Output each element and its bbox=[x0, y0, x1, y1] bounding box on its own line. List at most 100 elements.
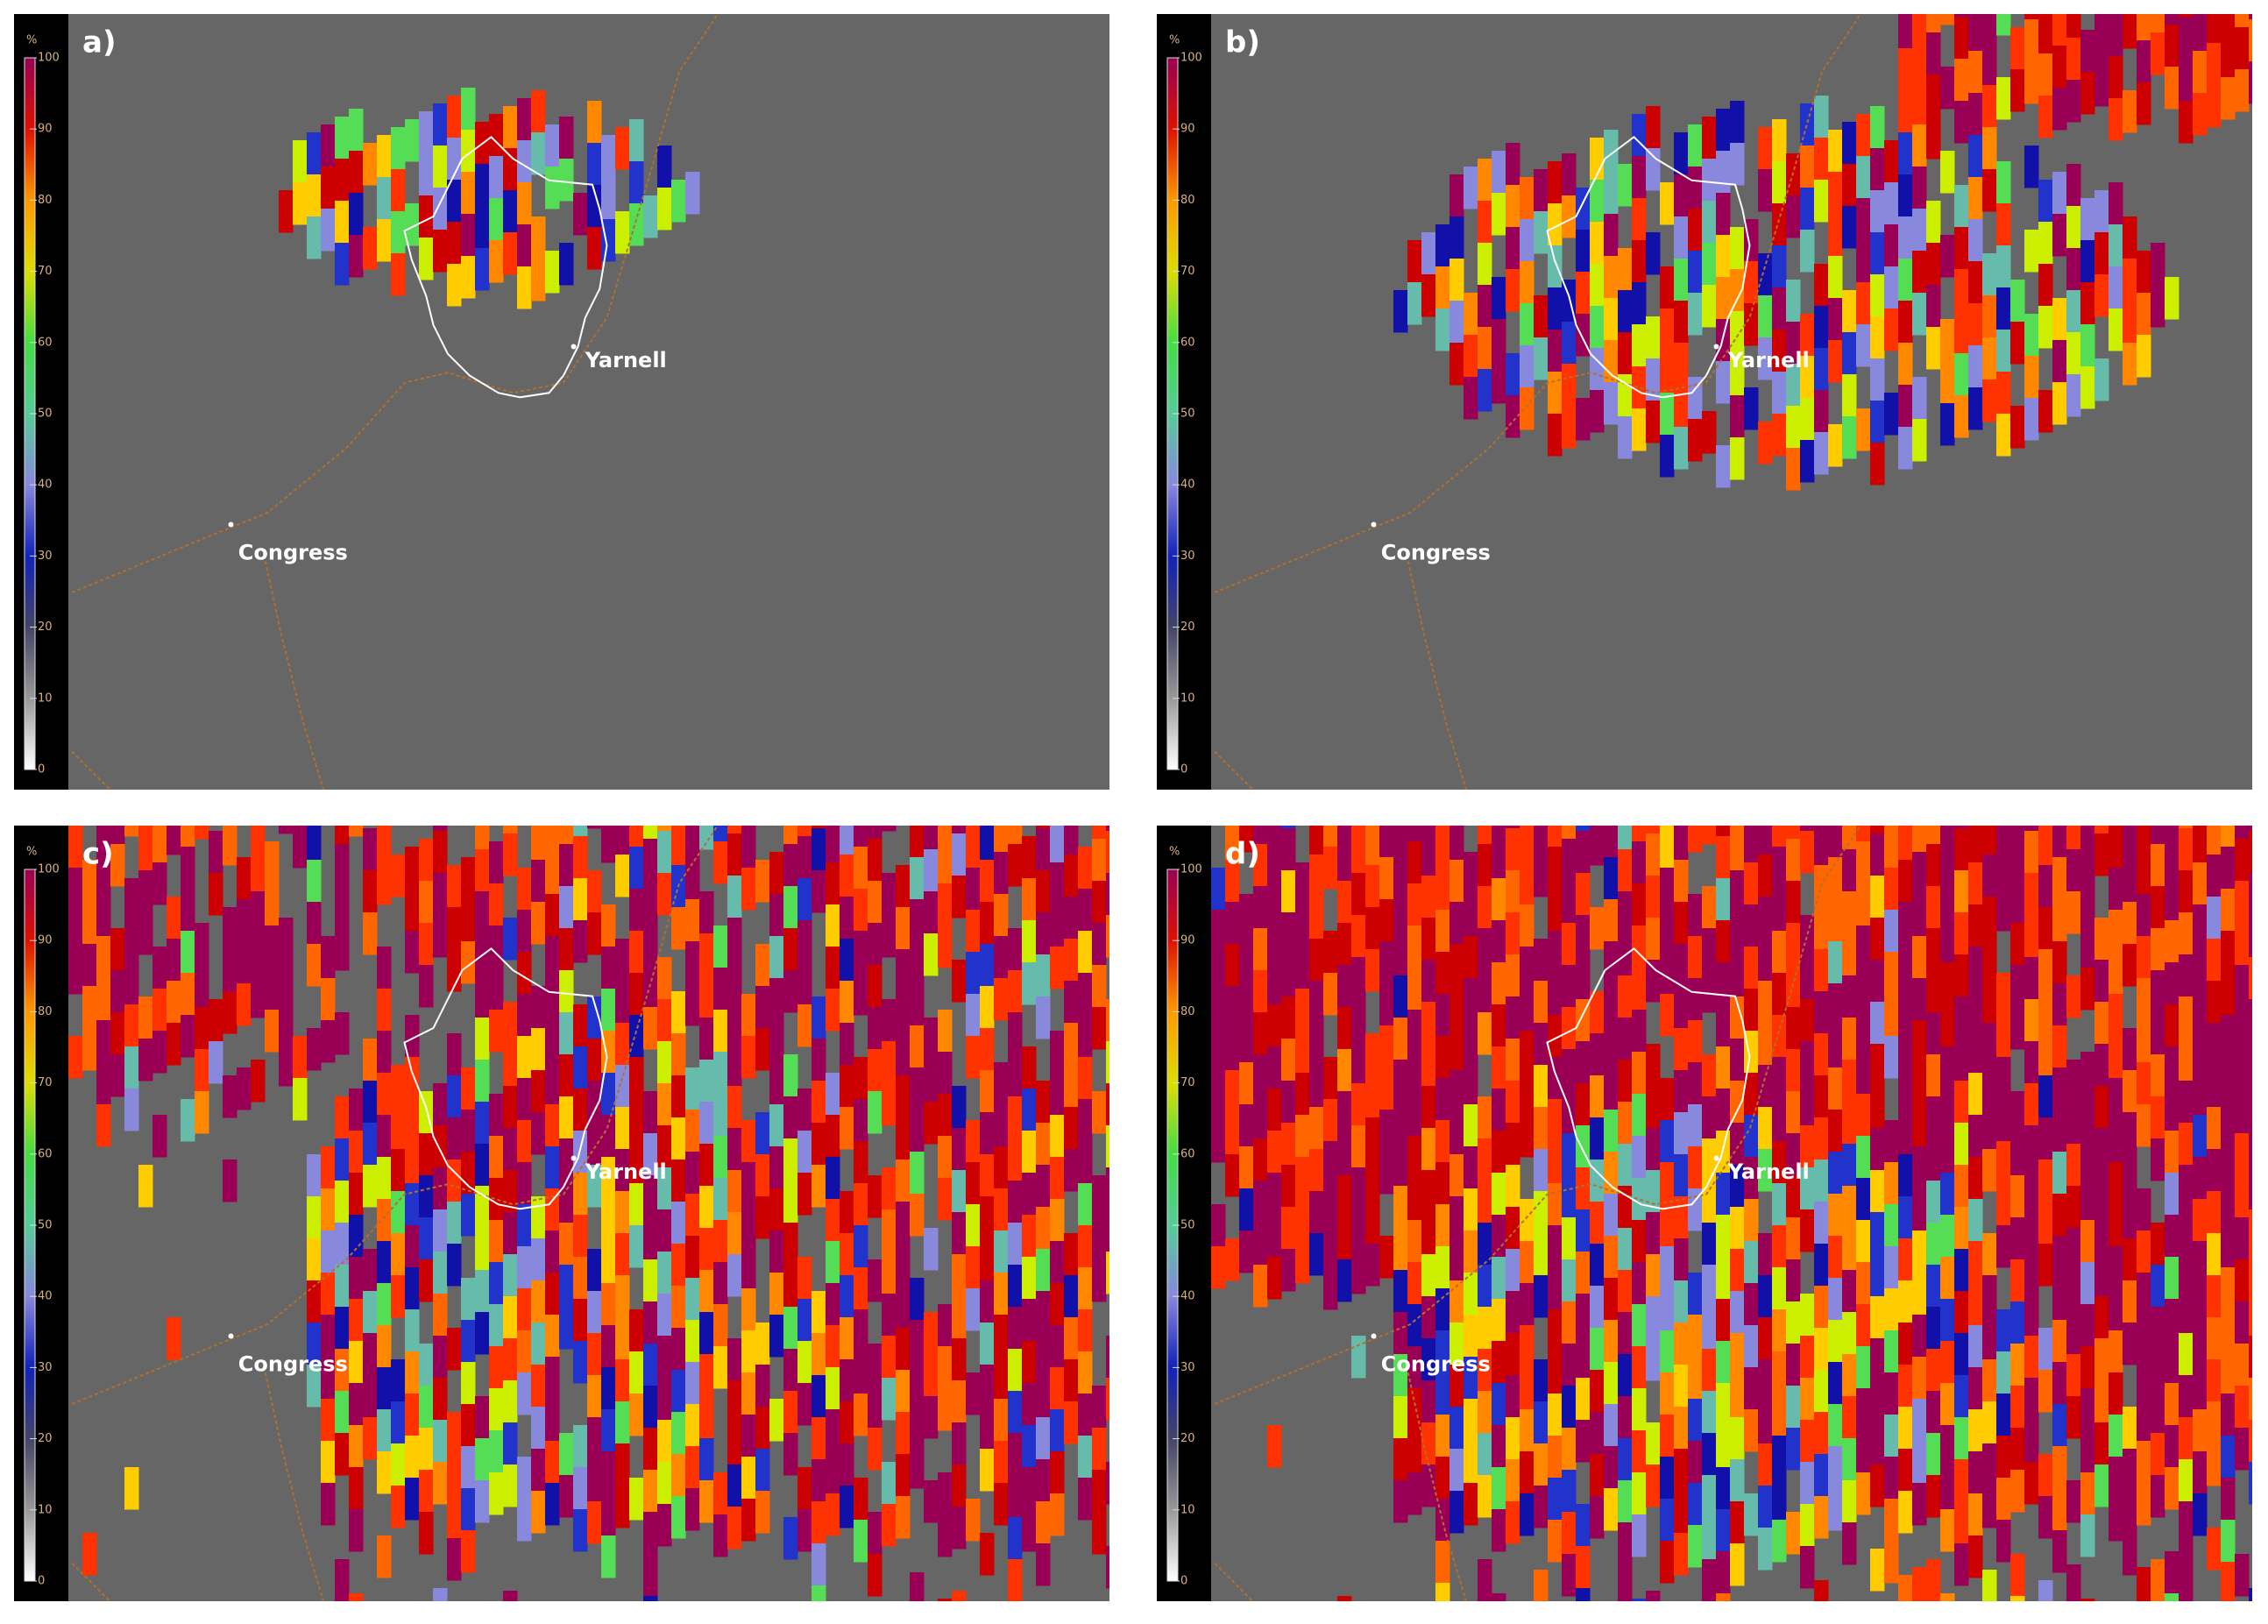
radar-cell bbox=[1022, 1341, 1037, 1384]
radar-cell bbox=[1660, 1499, 1675, 1542]
radar-cell bbox=[1674, 1365, 1689, 1408]
radar-cell bbox=[545, 1441, 560, 1484]
radar-cell bbox=[2193, 1283, 2208, 1326]
radar-cell bbox=[1968, 1157, 1983, 1200]
radar-cell bbox=[1351, 1125, 1366, 1168]
radar-cell bbox=[1632, 826, 1647, 842]
radar-cell bbox=[1534, 1486, 1549, 1528]
fire-perimeter bbox=[403, 135, 608, 399]
radar-cell bbox=[335, 1223, 350, 1266]
radar-cell bbox=[826, 1199, 840, 1242]
radar-cell bbox=[1772, 1057, 1787, 1100]
radar-cell bbox=[1940, 403, 1955, 446]
radar-cell bbox=[1758, 253, 1773, 296]
radar-cell bbox=[1646, 1170, 1661, 1213]
radar-cell bbox=[1870, 1380, 1885, 1423]
radar-cell bbox=[2235, 1007, 2250, 1050]
radar-cell bbox=[952, 960, 967, 1003]
radar-cell bbox=[2010, 27, 2025, 70]
radar-cell bbox=[237, 983, 252, 1026]
radar-cell bbox=[2207, 85, 2222, 128]
radar-cell bbox=[1772, 1394, 1787, 1436]
radar-cell bbox=[2179, 1333, 2194, 1376]
radar-cell bbox=[2123, 216, 2137, 259]
radar-cell bbox=[1562, 1386, 1577, 1429]
radar-cell bbox=[1078, 1267, 1093, 1310]
radar-cell bbox=[391, 1443, 406, 1486]
radar-cell bbox=[1478, 928, 1492, 971]
radar-cell bbox=[1478, 1223, 1492, 1266]
radar-cell bbox=[938, 1346, 953, 1389]
radar-cell bbox=[2179, 1543, 2194, 1586]
radar-cell bbox=[489, 1430, 504, 1473]
radar-cell bbox=[868, 839, 882, 882]
radar-cell bbox=[1814, 306, 1829, 349]
radar-cell bbox=[1050, 1451, 1065, 1494]
radar-cell bbox=[531, 986, 546, 1029]
radar-cell bbox=[938, 1010, 953, 1053]
radar-cell bbox=[1106, 1252, 1109, 1294]
radar-cell bbox=[1281, 1039, 1296, 1081]
radar-cell bbox=[1674, 1070, 1689, 1113]
radar-cell bbox=[713, 1094, 728, 1137]
radar-cell bbox=[2221, 1309, 2236, 1352]
radar-cell bbox=[1884, 1415, 1899, 1457]
radar-cell bbox=[349, 151, 364, 194]
radar-cell bbox=[2094, 1128, 2109, 1171]
radar-cell bbox=[797, 1383, 812, 1426]
radar-cell bbox=[1548, 847, 1563, 890]
radar-cell bbox=[882, 873, 897, 916]
radar-cell bbox=[2066, 374, 2081, 417]
radar-cell bbox=[545, 1104, 560, 1147]
radar-cell bbox=[279, 918, 294, 961]
radar-cell bbox=[741, 1415, 756, 1457]
radar-cell bbox=[1267, 836, 1282, 879]
radar-cell bbox=[1674, 1491, 1689, 1534]
radar-cell bbox=[321, 1357, 336, 1400]
radar-cell bbox=[629, 1183, 644, 1226]
radar-cell bbox=[1842, 1228, 1857, 1271]
radar-cell bbox=[896, 1496, 911, 1539]
radar-cell bbox=[475, 206, 490, 249]
radar-cell bbox=[1092, 923, 1107, 966]
radar-cell bbox=[1884, 1541, 1899, 1584]
radar-cell bbox=[1407, 1388, 1422, 1431]
radar-cell bbox=[2038, 1496, 2053, 1539]
radar-cell bbox=[1954, 826, 1969, 829]
radar-cell bbox=[629, 826, 644, 847]
radar-cell bbox=[2165, 1004, 2179, 1047]
radar-cell bbox=[2010, 322, 2025, 365]
radar-cell bbox=[1267, 1215, 1282, 1258]
radar-cell bbox=[699, 891, 714, 934]
radar-cell bbox=[2109, 994, 2123, 1037]
radar-cell bbox=[1078, 1351, 1093, 1394]
radar-cell bbox=[1520, 1493, 1534, 1536]
radar-cell bbox=[461, 172, 476, 215]
radar-cell bbox=[2080, 883, 2095, 926]
radar-cell bbox=[1618, 1354, 1633, 1397]
radar-cell bbox=[1050, 1283, 1065, 1326]
radar-cell bbox=[952, 876, 967, 918]
radar-cell bbox=[615, 826, 630, 855]
radar-cell bbox=[1576, 1336, 1591, 1379]
radar-cell bbox=[1926, 201, 1941, 244]
radar-cell bbox=[1828, 214, 1843, 257]
radar-cell bbox=[938, 1514, 953, 1557]
radar-cell bbox=[1078, 931, 1093, 974]
radar-cell bbox=[826, 1157, 840, 1200]
radar-cell bbox=[840, 1401, 854, 1444]
radar-cell bbox=[1800, 1336, 1815, 1379]
radar-cell bbox=[741, 1288, 756, 1331]
radar-cell bbox=[1674, 826, 1689, 861]
radar-cell bbox=[1982, 855, 1997, 897]
radar-cell bbox=[1758, 897, 1773, 940]
radar-cell bbox=[559, 117, 574, 160]
radar-cell bbox=[1449, 902, 1464, 945]
radar-cell bbox=[1351, 826, 1366, 832]
radar-cell bbox=[1968, 1283, 1983, 1326]
radar-cell bbox=[2151, 1223, 2165, 1266]
radar-cell bbox=[1435, 224, 1450, 267]
radar-cell bbox=[1590, 306, 1605, 349]
radar-cell bbox=[2109, 1036, 2123, 1079]
radar-cell bbox=[2249, 1083, 2252, 1126]
